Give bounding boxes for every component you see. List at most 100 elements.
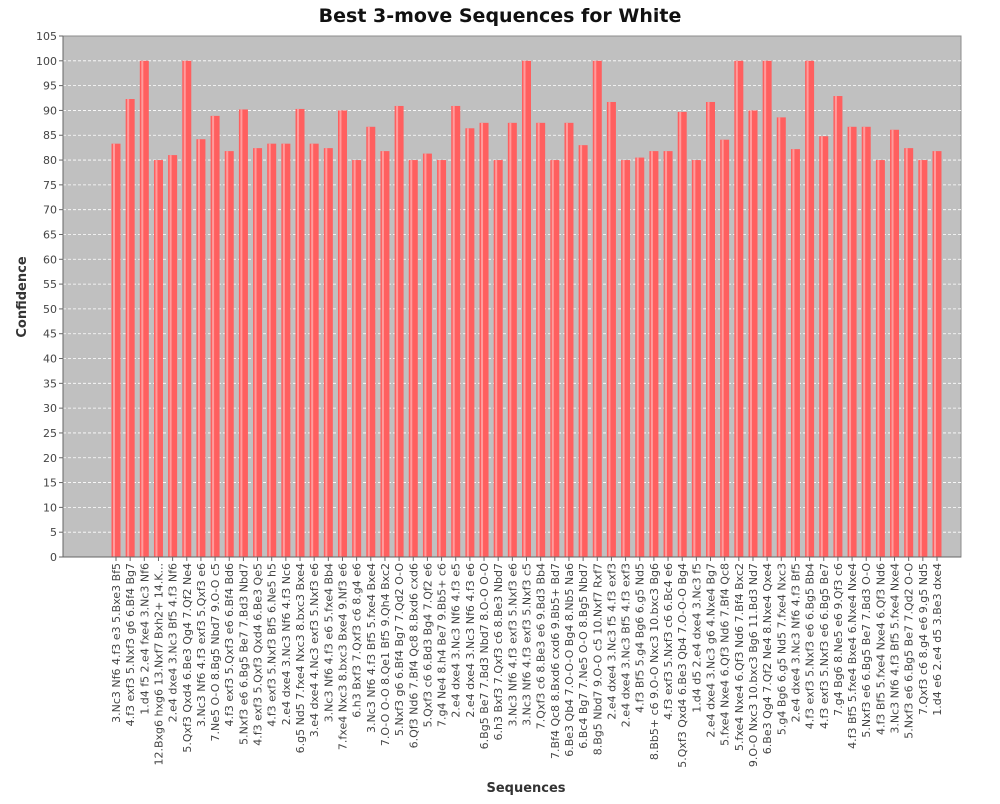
bar <box>861 126 871 557</box>
bar-fill <box>861 126 871 557</box>
bar-fill <box>536 122 546 557</box>
x-tick-label: 7.g4 Ne4 8.h4 Be7 9.Bb5+ c6 <box>436 563 449 727</box>
bar-highlight <box>212 115 215 558</box>
bar-highlight <box>877 160 880 558</box>
x-tick-label: 3.Nc3 Nf6 4.f3 exf3 5.Nxf3 e6 <box>506 563 519 727</box>
y-tick-label: 30 <box>43 402 57 415</box>
bar-highlight <box>707 101 710 557</box>
x-tick-label: 5.Nxf3 e6 6.Bg5 Be7 7.Bd3 O-O <box>860 563 873 738</box>
bar-highlight <box>410 160 413 558</box>
x-tick-label: 2.e4 dxe4 3.Nc3 Nf6 4.f3 e5 <box>450 563 463 718</box>
x-tick-label: 7.Bf4 Qc8 8.Bxd6 cxd6 9.Bb5+ Bd7 <box>549 563 562 759</box>
bar <box>408 160 418 558</box>
bar-fill <box>677 111 687 557</box>
x-tick-label: 3.Nc3 Nf6 4.f3 exf3 5.Nxf3 c5 <box>521 563 534 726</box>
x-tick-label: 7.fxe4 Nxc3 8.bxc3 Bxe4 9.Nf3 e6 <box>336 563 349 750</box>
bar-fill <box>394 105 404 557</box>
bar <box>904 148 914 558</box>
bar-fill <box>210 115 220 558</box>
bar-highlight <box>268 143 271 557</box>
x-tick-label: 5.g4 Bg6 6.g5 Nd5 7.fxe4 Nxc3 <box>775 563 788 735</box>
bar <box>522 60 531 558</box>
bar-highlight <box>127 99 130 558</box>
bar <box>153 160 163 558</box>
x-tick-label: 2.e4 dxe4 3.Nc3 g6 4.Nxe4 Bg7 <box>705 563 718 738</box>
bar-highlight <box>523 60 526 558</box>
bar <box>479 122 489 557</box>
bar-highlight <box>381 151 384 557</box>
bar <box>422 153 432 557</box>
bar <box>748 110 758 557</box>
x-tick-label: 4.f3 exf3 5.Nxf3 c6 6.Bc4 e6 <box>662 563 675 720</box>
bar <box>720 139 730 558</box>
bar-fill <box>748 110 758 557</box>
bar-highlight <box>226 151 229 557</box>
bar <box>493 160 503 558</box>
bar-fill <box>606 101 616 557</box>
bar-fill <box>267 143 277 557</box>
bar <box>805 60 815 558</box>
bar-fill <box>819 136 829 557</box>
x-tick-label: 6.h3 Bxf3 7.Qxf3 c6 8.g4 e6 <box>351 563 364 718</box>
x-tick-label: 4.f3 exf3 5.Nxf3 e6 6.Bg5 Be7 <box>818 563 831 729</box>
bar <box>847 126 857 557</box>
x-tick-label: 4.f3 Bf5 5.fxe4 Nxe4 6.Qf3 Nd6 <box>874 563 887 735</box>
y-axis-label: Confidence <box>15 256 30 337</box>
y-tick-label: 65 <box>43 228 57 241</box>
bar-highlight <box>495 160 498 558</box>
bar <box>932 151 942 557</box>
y-tick-label: 0 <box>50 551 57 564</box>
x-tick-label: 7.Ne5 O-O 8.Bg5 Nbd7 9.O-O c5 <box>209 563 222 742</box>
bar <box>125 99 135 558</box>
bar-fill <box>139 60 149 558</box>
bar-highlight <box>367 126 370 557</box>
bar-highlight <box>155 160 158 558</box>
bar-fill <box>125 99 135 558</box>
bar-highlight <box>891 129 894 557</box>
bar-highlight <box>792 149 795 558</box>
bar-highlight <box>679 111 682 557</box>
bar <box>352 160 362 558</box>
x-tick-label: 6.Bg5 Be7 7.Bd3 Nbd7 8.O-O O-O <box>478 563 491 750</box>
bar <box>253 148 263 558</box>
bar-highlight <box>537 122 540 557</box>
y-tick-label: 85 <box>43 129 57 142</box>
x-tick-label: 12.Bxg6 hxg6 13.Nxf7 Bxh2+ 14.K... <box>152 563 165 766</box>
y-tick-label: 10 <box>43 501 57 514</box>
x-tick-label: 6.Bc4 Bg7 7.Ne5 O-O 8.Bg5 Nbd7 <box>577 563 590 749</box>
bar <box>691 160 701 558</box>
y-tick-label: 5 <box>50 526 57 539</box>
bar-fill <box>847 126 857 557</box>
bar-highlight <box>665 151 668 557</box>
bar-fill <box>691 160 701 558</box>
bar <box>564 122 574 557</box>
bar <box>295 108 305 557</box>
bar-highlight <box>834 96 837 557</box>
bar-fill <box>592 60 602 558</box>
x-tick-label: 6.h3 Bxf3 7.Qxf3 c6 8.Be3 Nbd7 <box>492 563 505 740</box>
bar-highlight <box>863 126 866 557</box>
x-tick-label: 8.Bg5 Nbd7 9.O-O c5 10.Nxf7 Rxf7 <box>591 563 604 755</box>
bar-highlight <box>297 108 300 557</box>
x-tick-label: 2.e4 dxe4 3.Nc3 Nf6 4.f3 Nc6 <box>280 563 293 725</box>
bar-fill <box>422 153 432 557</box>
bar-fill <box>918 160 928 558</box>
y-tick-label: 55 <box>43 278 57 291</box>
bar-fill <box>550 160 560 558</box>
y-tick-label: 100 <box>36 55 57 68</box>
bar-fill <box>522 60 531 558</box>
bar-highlight <box>183 60 186 558</box>
bar <box>507 122 517 557</box>
bar-fill <box>890 129 900 557</box>
x-axis-label: Sequences <box>486 781 565 796</box>
bar-highlight <box>240 109 243 557</box>
bar <box>139 60 149 558</box>
bar-highlight <box>721 139 724 558</box>
bar-fill <box>238 109 248 557</box>
bar-highlight <box>934 151 936 557</box>
bar-fill <box>309 143 319 557</box>
bar <box>550 160 560 558</box>
x-tick-label: 1.d4 f5 2.e4 fxe4 3.Nc3 Nf6 <box>138 563 151 715</box>
bar-highlight <box>339 110 342 557</box>
